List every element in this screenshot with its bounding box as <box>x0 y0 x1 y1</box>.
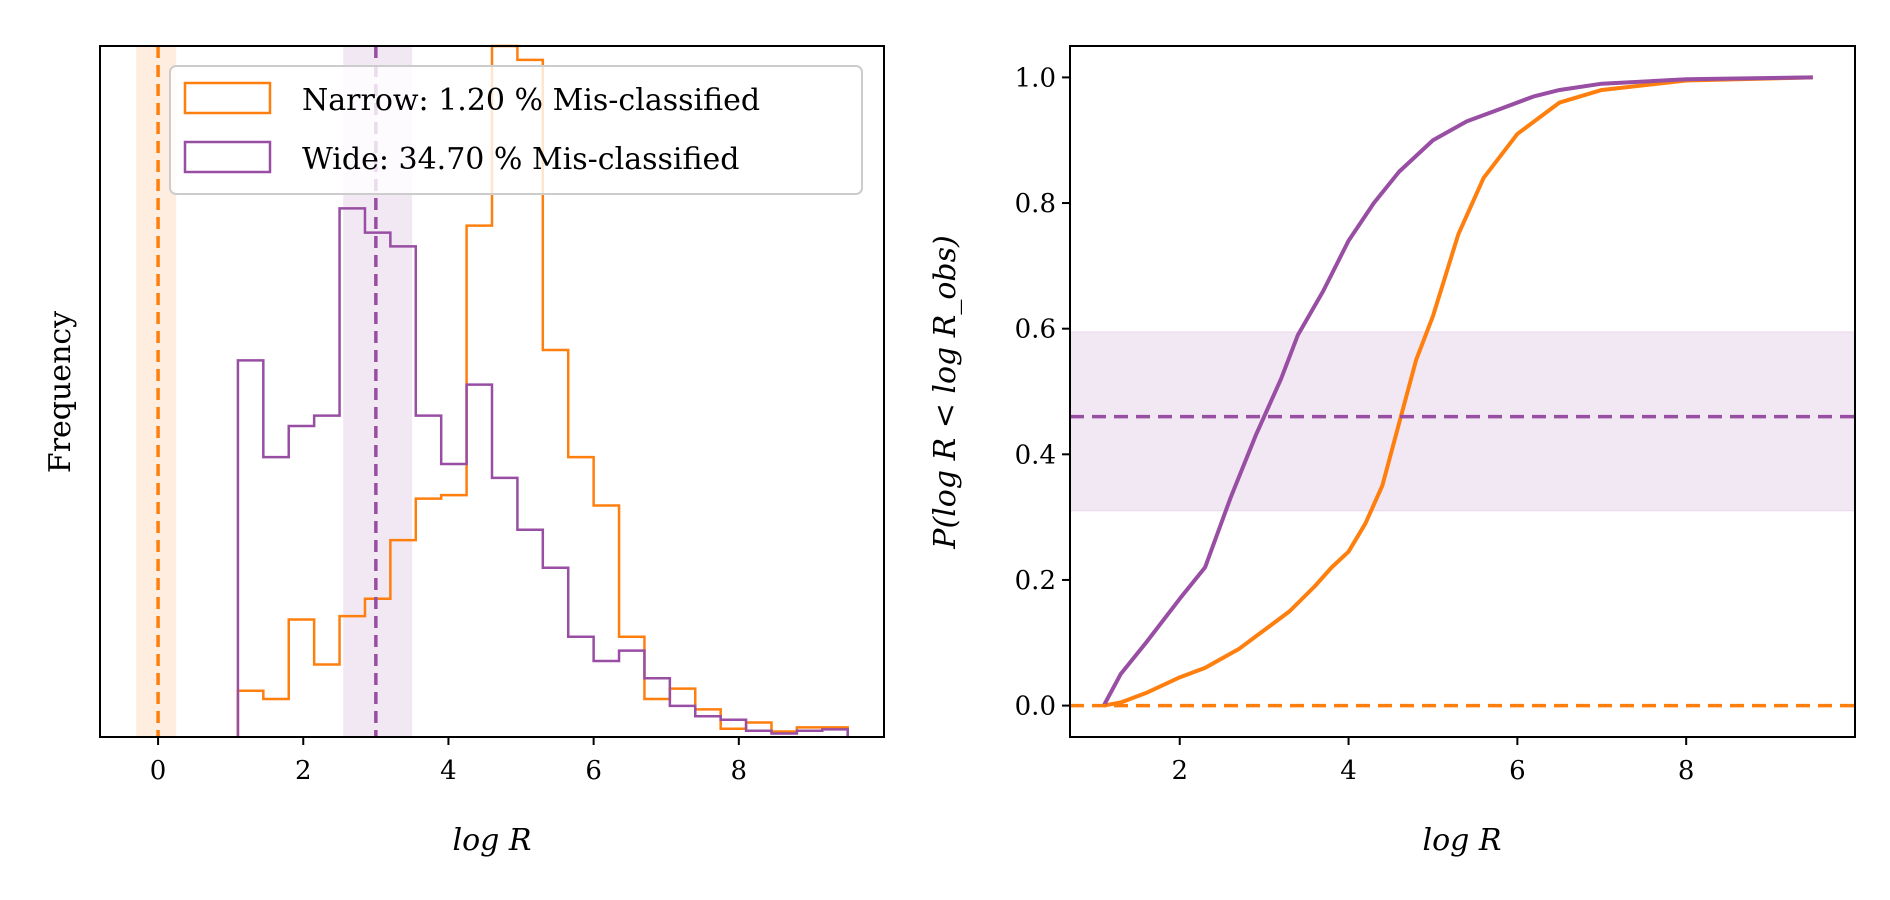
cdf-reference-band-wide <box>1069 331 1856 512</box>
y-tick-label: 0.6 <box>1015 315 1056 345</box>
histogram-x-ticks: 0 2 4 6 8 <box>150 737 747 786</box>
x-tick-label: 6 <box>585 756 602 786</box>
histogram-axes-frame <box>99 45 885 738</box>
x-tick-label: 8 <box>1678 756 1695 786</box>
cdf-curve-wide <box>1102 75 1813 707</box>
x-tick-label: 6 <box>1509 756 1526 786</box>
histogram-x-axis-label: log R <box>453 823 532 858</box>
histogram-panel: Narrow: 1.20 % Mis-classified Wide: 34.7… <box>43 44 885 858</box>
legend-frame <box>169 65 863 195</box>
cdf-curve-narrow <box>1103 75 1813 708</box>
y-tick-label: 0.2 <box>1015 566 1056 596</box>
x-tick-label: 2 <box>295 756 312 786</box>
y-tick-label: 1.0 <box>1015 63 1056 93</box>
x-tick-label: 8 <box>731 756 748 786</box>
cdf-x-ticks: 2 4 6 8 <box>1171 737 1694 786</box>
cdf-y-ticks: 0.0 0.2 0.4 0.6 0.8 1.0 <box>1015 63 1070 722</box>
cdf-panel: 2 4 6 8 0.0 0.2 0.4 0.6 0.8 1.0 log R P(log R < … <box>928 45 1856 858</box>
histogram-legend: Narrow: 1.20 % Mis-classified Wide: 34.7… <box>169 65 863 195</box>
legend-label-wide: Wide: 34.70 % Mis-classified <box>302 142 739 177</box>
cdf-x-axis-label: log R <box>1423 823 1502 858</box>
cdf-y-axis-label: P(log R < log R_obs) <box>928 235 963 549</box>
cdf-axes-frame <box>1069 45 1856 738</box>
histogram-wide <box>236 207 849 737</box>
x-tick-label: 4 <box>1340 756 1357 786</box>
x-tick-label: 2 <box>1171 756 1188 786</box>
y-tick-label: 0.4 <box>1015 440 1056 470</box>
x-tick-label: 4 <box>440 756 457 786</box>
cdf-plot-area <box>1069 75 1856 708</box>
y-tick-label: 0.0 <box>1015 692 1056 722</box>
legend-swatch-wide <box>183 140 272 174</box>
histogram-y-axis-label: Frequency <box>43 311 78 473</box>
legend-label-narrow: Narrow: 1.20 % Mis-classified <box>302 83 760 118</box>
y-tick-label: 0.8 <box>1015 189 1056 219</box>
x-tick-label: 0 <box>150 756 167 786</box>
legend-swatch-narrow <box>183 81 272 115</box>
